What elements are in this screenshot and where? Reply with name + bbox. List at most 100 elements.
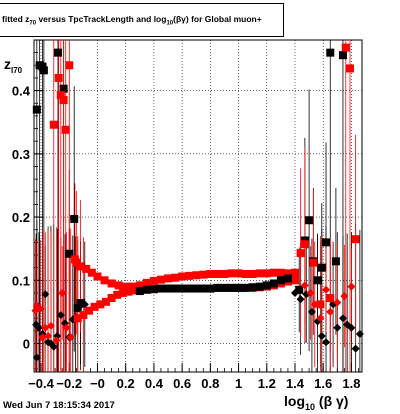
data-point	[124, 287, 133, 296]
data-point	[192, 284, 201, 293]
data-point	[80, 300, 89, 309]
data-point	[248, 283, 257, 292]
data-point	[296, 295, 305, 304]
data-point	[85, 306, 94, 315]
data-point	[333, 298, 342, 307]
data-point	[107, 279, 116, 288]
data-point	[255, 282, 264, 291]
data-point	[149, 276, 158, 285]
data-point	[309, 258, 318, 267]
data-point	[32, 105, 41, 114]
data-point	[76, 262, 85, 271]
data-point	[178, 272, 187, 281]
data-point	[41, 290, 50, 299]
data-point	[65, 249, 74, 258]
data-point	[283, 269, 292, 278]
data-point	[213, 269, 222, 278]
data-point	[65, 61, 74, 70]
data-point	[262, 281, 271, 290]
data-point	[72, 258, 81, 267]
data-point	[36, 304, 45, 313]
data-point	[100, 276, 109, 285]
plot-frame	[33, 39, 363, 373]
chart-title: fitted z70 versus TpcTrackLength and log…	[2, 14, 262, 27]
x-tick-label: 1.2	[258, 376, 276, 391]
x-tick-label: −0	[90, 376, 105, 391]
x-tick-label: 1.6	[314, 376, 332, 391]
data-point	[234, 283, 243, 292]
data-point	[107, 294, 116, 303]
data-point	[54, 73, 63, 82]
data-point	[39, 66, 48, 75]
data-point	[130, 286, 139, 295]
x-tick-label: 1.4	[286, 376, 305, 391]
data-point	[46, 321, 55, 330]
data-point	[142, 285, 151, 294]
data-point	[341, 43, 350, 52]
data-point	[347, 282, 356, 291]
data-point	[32, 353, 41, 362]
x-tick-label: 1.8	[342, 376, 360, 391]
data-point	[52, 336, 61, 345]
data-point	[38, 333, 47, 342]
x-tick-label: 1	[235, 376, 242, 391]
data-point	[322, 238, 331, 247]
data-point	[227, 283, 236, 292]
data-point	[66, 333, 75, 342]
data-point	[199, 284, 208, 293]
y-tick-label: 0.2	[12, 210, 30, 225]
data-point	[351, 344, 360, 353]
x-tick-label: −0.2	[56, 376, 82, 391]
data-point	[185, 271, 194, 280]
data-point	[59, 84, 68, 93]
data-point	[313, 276, 322, 285]
data-point	[307, 307, 316, 316]
y-tick-label: 0.1	[12, 273, 30, 288]
data-point	[317, 263, 326, 272]
data-point	[213, 283, 222, 292]
data-point	[96, 300, 105, 309]
data-point	[248, 269, 257, 278]
data-point	[58, 288, 67, 297]
data-point	[113, 290, 122, 299]
y-tick-label: 0.4	[12, 84, 31, 99]
data-point	[338, 314, 347, 323]
data-point	[206, 284, 215, 293]
data-point	[317, 331, 326, 340]
data-point	[44, 331, 53, 340]
data-point	[326, 294, 335, 303]
data-point	[262, 269, 271, 278]
data-point	[61, 125, 70, 134]
data-point	[49, 120, 58, 129]
data-point	[306, 288, 315, 297]
data-point	[156, 275, 165, 284]
chart-title-box: fitted z70 versus TpcTrackLength and log…	[0, 3, 284, 37]
data-point	[142, 278, 151, 287]
x-tick-label: 0.6	[173, 376, 191, 391]
data-point	[276, 268, 285, 277]
y-tick-label: 0.3	[12, 147, 30, 162]
data-point	[185, 284, 194, 293]
data-point	[347, 323, 356, 332]
data-point	[300, 281, 309, 290]
data-point	[269, 279, 278, 288]
data-point	[220, 283, 229, 292]
data-point	[340, 292, 349, 301]
data-point	[241, 269, 250, 278]
data-point	[121, 282, 130, 291]
data-point	[300, 240, 309, 249]
data-point	[149, 285, 158, 294]
data-point	[290, 276, 299, 285]
x-tick-label: −0.4	[28, 376, 54, 391]
data-point	[316, 300, 325, 309]
x-tick-label: 0.2	[117, 376, 135, 391]
data-point	[351, 235, 360, 244]
data-point	[82, 264, 91, 273]
y-axis-title: zI70	[4, 56, 23, 75]
data-point	[56, 91, 65, 100]
data-point	[296, 249, 305, 258]
data-point	[346, 64, 355, 73]
data-point	[62, 323, 71, 332]
x-axis-title: log10 (β γ)	[284, 393, 349, 412]
